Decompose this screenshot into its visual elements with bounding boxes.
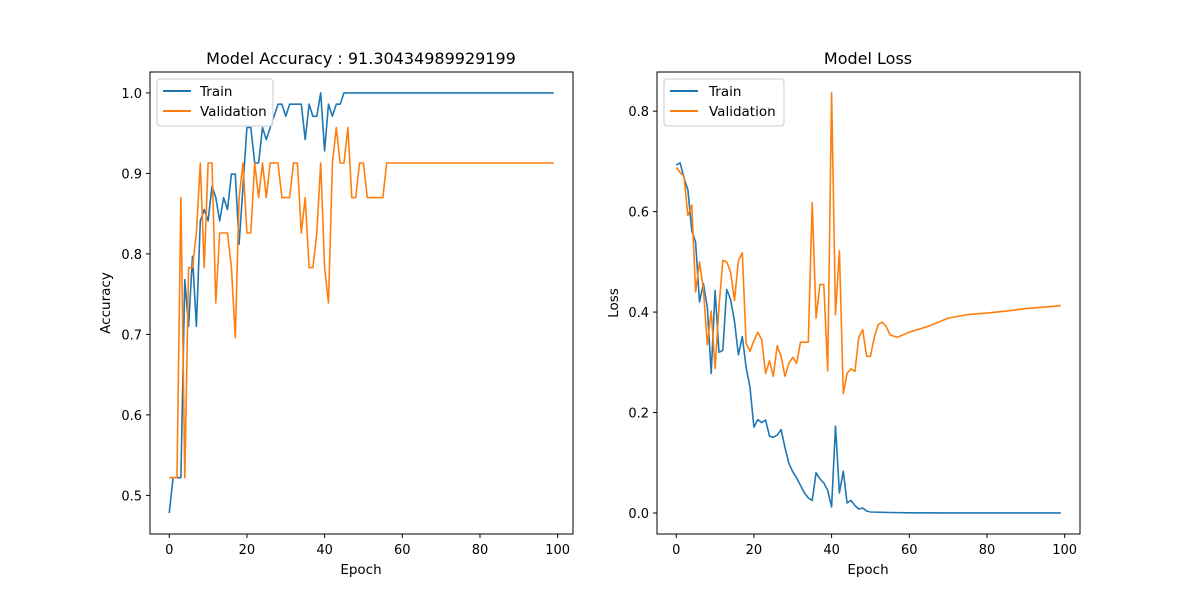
- x-tick-label: 40: [823, 543, 840, 558]
- series-line-train: [168, 92, 554, 514]
- loss-panel: Model Loss Epoch Loss 0 20 40 60 80 100 0.0 0.2…: [606, 49, 1081, 578]
- x-tick-label: 0: [165, 543, 173, 558]
- x-tick-label: 60: [901, 543, 918, 558]
- x-tick-label: 80: [979, 543, 996, 558]
- x-tick-label: 100: [1052, 543, 1077, 558]
- legend: Train Validation: [156, 78, 274, 127]
- y-tick-label: 1.0: [121, 87, 142, 102]
- x-axis-label: Epoch: [847, 562, 888, 578]
- legend-train-label: Train: [199, 84, 232, 100]
- y-tick-label: 0.7: [121, 328, 142, 343]
- x-tick-label: 20: [239, 543, 256, 558]
- y-axis-label: Loss: [606, 288, 622, 318]
- series-line-train: [675, 162, 1061, 514]
- y-axis-label: Accuracy: [98, 272, 114, 334]
- x-tick-label: 20: [746, 543, 763, 558]
- chart-title: Model Loss: [824, 49, 912, 68]
- y-tick-label: 0.9: [121, 167, 142, 182]
- plot-frame: [656, 71, 1081, 535]
- ticks: 0 20 40 60 80 100 0.0 0.2 0.4 0.6 0.8: [628, 105, 1077, 558]
- accuracy-panel: Model Accuracy : 91.30434989929199 Epoch…: [98, 49, 574, 578]
- chart-title: Model Accuracy : 91.30434989929199: [206, 49, 516, 68]
- y-tick-label: 0.0: [628, 507, 649, 522]
- y-tick-label: 0.2: [628, 407, 649, 422]
- x-tick-label: 100: [545, 543, 570, 558]
- legend-train-label: Train: [708, 84, 741, 100]
- x-tick-label: 60: [394, 543, 411, 558]
- ticks: 0 20 40 60 80 100 0.5 0.6 0.7 0.8 0.9 1.0: [121, 87, 570, 558]
- plot-lines: [168, 92, 554, 514]
- plot-lines: [675, 91, 1061, 514]
- x-tick-label: 40: [316, 543, 333, 558]
- x-tick-label: 0: [672, 543, 680, 558]
- y-tick-label: 0.8: [628, 105, 649, 120]
- legend-validation-label: Validation: [709, 104, 776, 120]
- y-tick-label: 0.6: [121, 409, 142, 424]
- y-tick-label: 0.6: [628, 206, 649, 221]
- y-tick-label: 0.5: [121, 489, 142, 504]
- plot-frame: [149, 71, 574, 535]
- legend-validation-label: Validation: [200, 104, 267, 120]
- y-tick-label: 0.8: [121, 248, 142, 263]
- series-line-validation: [675, 91, 1061, 395]
- x-tick-label: 80: [472, 543, 489, 558]
- legend: Train Validation: [663, 78, 785, 127]
- y-tick-label: 0.4: [628, 306, 649, 321]
- series-line-validation: [169, 126, 554, 479]
- x-axis-label: Epoch: [340, 562, 381, 578]
